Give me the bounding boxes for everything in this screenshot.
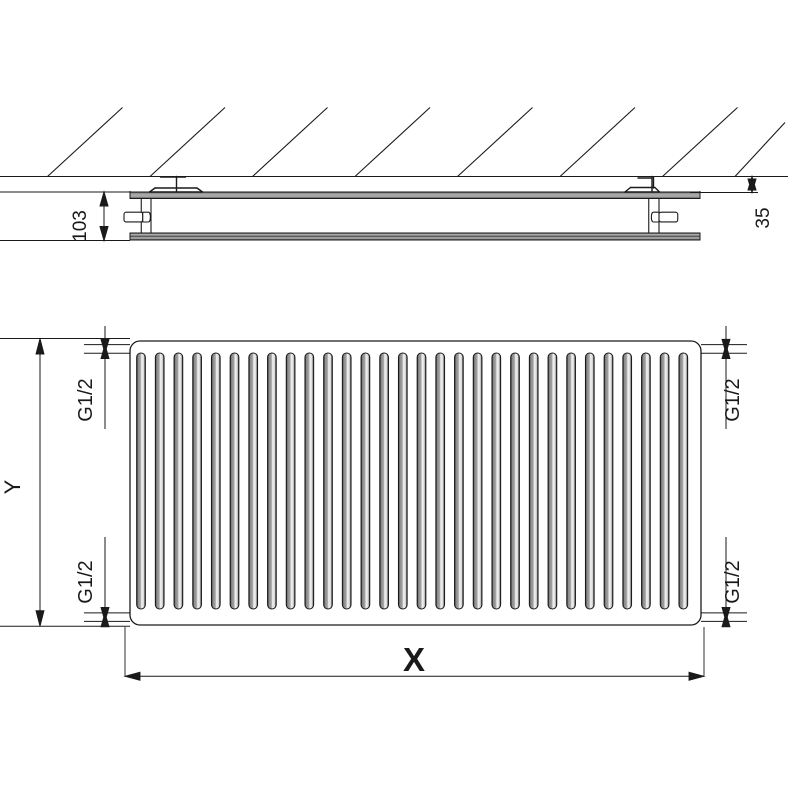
svg-text:35: 35 <box>753 207 774 228</box>
svg-text:G1/2: G1/2 <box>722 378 744 421</box>
svg-text:Y: Y <box>0 479 25 494</box>
svg-text:G1/2: G1/2 <box>75 378 97 421</box>
svg-text:X: X <box>403 641 425 678</box>
svg-text:G1/2: G1/2 <box>75 560 97 603</box>
svg-text:G1/2: G1/2 <box>722 560 744 603</box>
svg-text:103: 103 <box>70 210 91 242</box>
